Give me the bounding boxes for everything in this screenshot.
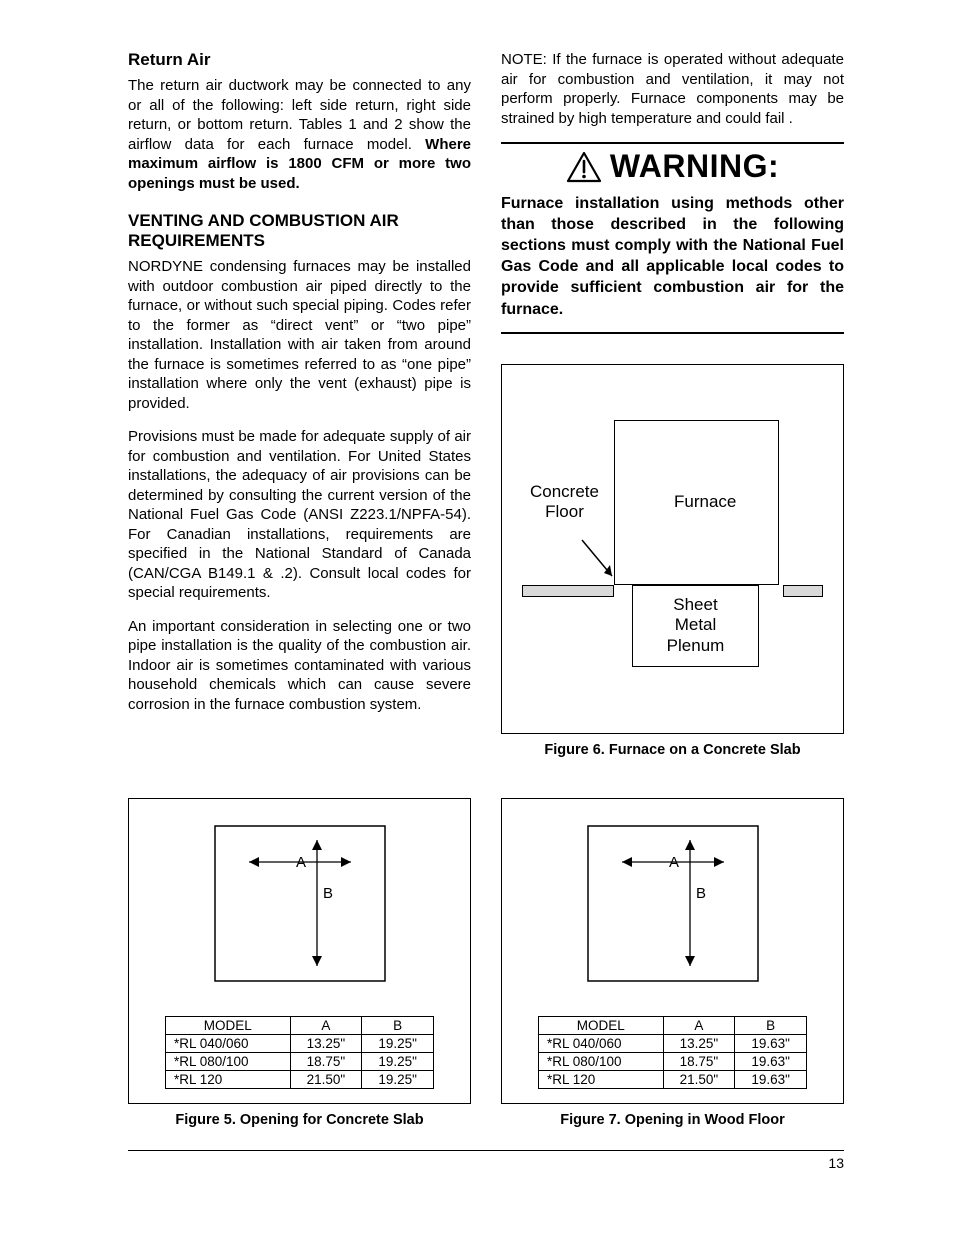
table-cell: 19.25" — [362, 1034, 434, 1052]
table-cell: 21.50" — [290, 1070, 362, 1088]
warning-top-rule — [501, 142, 844, 144]
table-row: *RL 080/100 18.75" 19.25" — [166, 1052, 434, 1070]
arrow-icon — [574, 532, 624, 582]
table-cell: *RL 080/100 — [539, 1052, 664, 1070]
heading-venting: VENTING AND COMBUSTION AIR REQUIREMENTS — [128, 211, 471, 251]
table-header: MODEL — [166, 1016, 291, 1034]
left-column: Return Air The return air ductwork may b… — [128, 50, 471, 758]
page-number: 13 — [128, 1150, 844, 1171]
table-cell: 13.25" — [663, 1034, 735, 1052]
figure-7-column: A B MODEL A B *RL 040/060 13.25" 19.63" — [501, 798, 844, 1128]
table-row: MODEL A B — [166, 1016, 434, 1034]
furnace-label: Furnace — [674, 492, 736, 512]
table-cell: 19.63" — [735, 1070, 807, 1088]
table-cell: *RL 040/060 — [539, 1034, 664, 1052]
table-cell: 18.75" — [663, 1052, 735, 1070]
two-column-layout: Return Air The return air ductwork may b… — [128, 50, 844, 758]
table-cell: 13.25" — [290, 1034, 362, 1052]
paragraph-venting-1: NORDYNE condensing furnaces may be insta… — [128, 257, 471, 413]
figure-5-diagram: A B — [129, 809, 470, 999]
note-paragraph: NOTE: If the furnace is operated without… — [501, 50, 844, 128]
table-cell: *RL 080/100 — [166, 1052, 291, 1070]
warning-body: Furnace installation using methods other… — [501, 193, 844, 334]
table-row: *RL 120 21.50" 19.25" — [166, 1070, 434, 1088]
return-air-text: The return air ductwork may be connected… — [128, 77, 471, 153]
floor-right-segment — [783, 585, 823, 597]
table-header: B — [735, 1016, 807, 1034]
svg-text:B: B — [323, 885, 333, 902]
figure-7-caption: Figure 7. Opening in Wood Floor — [501, 1112, 844, 1128]
figure-5-box: A B MODEL A B *RL 040/060 13.25" 19. — [128, 798, 471, 1104]
warning-triangle-icon — [566, 151, 602, 183]
table-cell: 19.63" — [735, 1052, 807, 1070]
right-column: NOTE: If the furnace is operated without… — [501, 50, 844, 758]
figure-5-table: MODEL A B *RL 040/060 13.25" 19.25" *RL … — [165, 1016, 434, 1089]
paragraph-venting-3: An important consideration in selecting … — [128, 617, 471, 715]
table-cell: 21.50" — [663, 1070, 735, 1088]
paragraph-venting-2: Provisions must be made for adequate sup… — [128, 427, 471, 603]
figure-6-stage: ConcreteFloor Furnace SheetMetalPlenum — [522, 420, 823, 678]
table-row: *RL 040/060 13.25" 19.63" — [539, 1034, 807, 1052]
table-header: MODEL — [539, 1016, 664, 1034]
table-row: MODEL A B — [539, 1016, 807, 1034]
figure-5-column: A B MODEL A B *RL 040/060 13.25" 19. — [128, 798, 471, 1128]
figure-7-table: MODEL A B *RL 040/060 13.25" 19.63" *RL … — [538, 1016, 807, 1089]
table-cell: *RL 120 — [166, 1070, 291, 1088]
figure-5-caption: Figure 5. Opening for Concrete Slab — [128, 1112, 471, 1128]
svg-text:A: A — [669, 854, 679, 871]
plenum-box: SheetMetalPlenum — [632, 585, 759, 667]
heading-return-air: Return Air — [128, 50, 471, 70]
svg-text:B: B — [696, 885, 706, 902]
table-header: A — [663, 1016, 735, 1034]
figure-7-diagram: A B — [502, 809, 843, 999]
table-cell: 19.63" — [735, 1034, 807, 1052]
table-cell: *RL 040/060 — [166, 1034, 291, 1052]
table-cell: 19.25" — [362, 1070, 434, 1088]
concrete-floor-label: ConcreteFloor — [530, 482, 599, 523]
table-header: B — [362, 1016, 434, 1034]
table-row: *RL 080/100 18.75" 19.63" — [539, 1052, 807, 1070]
paragraph-return-air: The return air ductwork may be connected… — [128, 76, 471, 193]
table-cell: *RL 120 — [539, 1070, 664, 1088]
figure-6-box: ConcreteFloor Furnace SheetMetalPlenum — [501, 364, 844, 734]
floor-left-segment — [522, 585, 614, 597]
table-header: A — [290, 1016, 362, 1034]
warning-title: WARNING: — [610, 148, 779, 185]
svg-text:A: A — [296, 854, 306, 871]
table-row: *RL 120 21.50" 19.63" — [539, 1070, 807, 1088]
figure-7-box: A B MODEL A B *RL 040/060 13.25" 19.63" — [501, 798, 844, 1104]
figure-6-caption: Figure 6. Furnace on a Concrete Slab — [501, 742, 844, 758]
table-cell: 18.75" — [290, 1052, 362, 1070]
table-row: *RL 040/060 13.25" 19.25" — [166, 1034, 434, 1052]
bottom-figures-row: A B MODEL A B *RL 040/060 13.25" 19. — [128, 798, 844, 1128]
table-cell: 19.25" — [362, 1052, 434, 1070]
warning-header: WARNING: — [501, 148, 844, 185]
